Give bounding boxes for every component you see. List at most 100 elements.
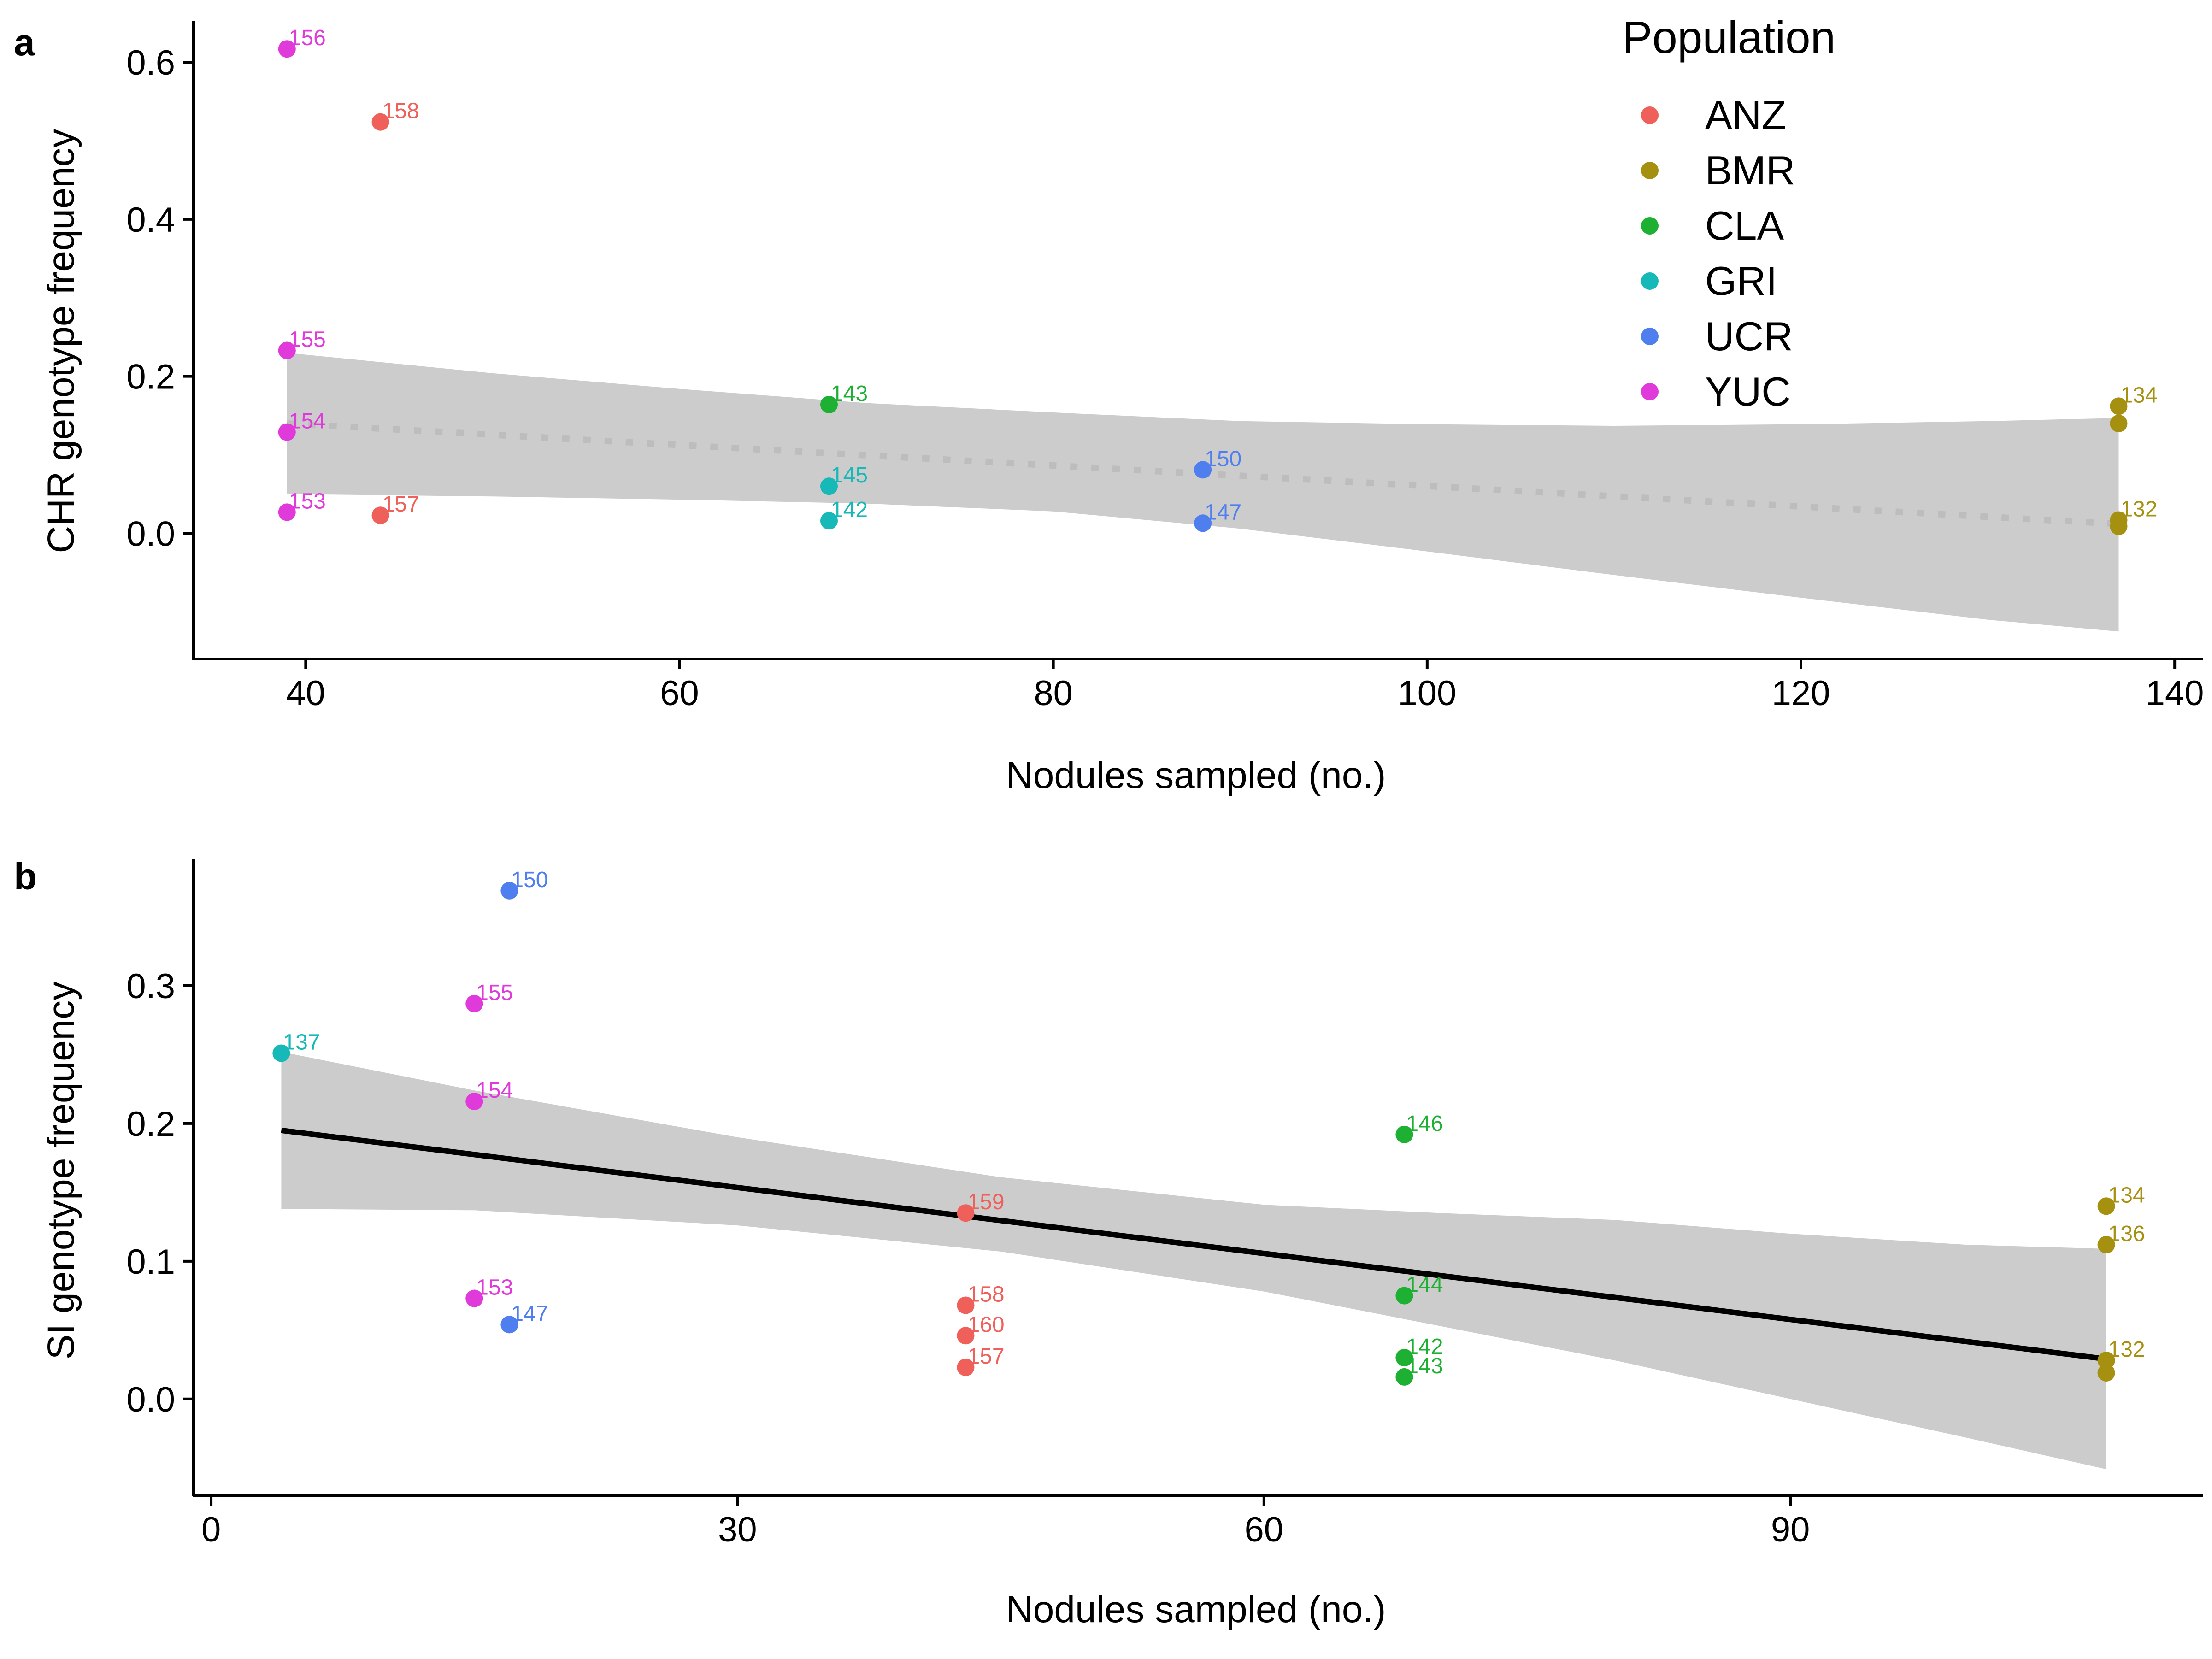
x-tick-label: 80 [1034,674,1073,713]
data-point-bmr [2110,518,2128,535]
panel-a-x-axis-title: Nodules sampled (no.) [1006,754,1386,796]
legend-entries: ANZ BMR CLA GRI UCR YUC [1641,92,1795,414]
legend-label-anz: ANZ [1705,92,1786,138]
point-label: 146 [1406,1112,1443,1136]
data-point-cla [1395,1368,1413,1386]
legend-key-ucr [1641,328,1659,345]
legend: Population ANZ BMR CLA GRI UCR YUC [1622,12,1835,414]
panel-a-axes: 40 60 80 100 120 140 0.0 0.2 0.4 0.6 [126,21,2204,713]
x-tick-label: 40 [286,674,325,713]
point-label: 160 [967,1312,1004,1337]
point-label: 145 [831,463,868,488]
legend-title: Population [1622,12,1835,63]
data-point-cla [820,396,838,413]
data-point-ucr [500,1316,518,1334]
point-label: 134 [2108,1183,2145,1207]
data-point-ucr [1194,461,1212,479]
point-label: 153 [289,489,326,513]
point-label: 159 [967,1190,1004,1214]
y-tick-label: 0.1 [126,1242,175,1282]
point-label: 143 [831,382,868,406]
data-point-bmr [2097,1197,2115,1215]
x-tick-label: 140 [2146,674,2204,713]
point-label: 155 [476,981,513,1005]
data-point-gri [820,512,838,530]
panel-a-letter: a [14,22,35,64]
data-point-yuc [278,503,296,521]
x-tick-label: 30 [718,1510,757,1549]
data-point-ucr [500,882,518,900]
data-point-yuc [465,1289,483,1307]
point-label: 132 [2108,1337,2145,1362]
legend-label-yuc: YUC [1705,369,1791,414]
panel-b-letter: b [14,856,37,898]
panel-a-ci-band-area [287,353,2119,632]
y-tick-label: 0.0 [126,1380,175,1419]
y-tick-label: 0.2 [126,358,175,397]
x-tick-label: 90 [1771,1510,1810,1549]
legend-key-gri [1641,272,1659,290]
panel-b-point-labels: 1501551371541531471591581601571461441421… [283,868,2145,1378]
point-label: 142 [831,498,868,522]
data-point-bmr [2097,1364,2115,1382]
y-tick-label: 0.4 [126,200,175,240]
panel-b-points [272,882,2115,1386]
point-label: 144 [1406,1273,1443,1297]
panel-a-points [278,40,2128,535]
point-label: 153 [476,1276,513,1300]
panel-a: a 156 158 155 154 153 157 143 145 142 150 147 134 13… [14,21,2204,796]
data-point-bmr [2097,1235,2115,1253]
point-label: 155 [289,327,326,352]
point-label: 132 [2120,497,2157,521]
point-label: 142 [1406,1335,1443,1359]
data-point-anz [957,1296,975,1314]
panel-b-y-axis-title: SI genotype frequency [40,982,82,1360]
legend-key-anz [1641,106,1659,124]
data-point-gri [272,1044,290,1062]
data-point-yuc [465,1093,483,1111]
panel-b-axes: 0 30 60 90 0.0 0.1 0.2 0.3 [126,859,2203,1549]
point-label: 147 [1205,500,1241,524]
legend-label-cla: CLA [1705,203,1784,248]
panel-b-regression-line [281,1127,2107,1362]
y-tick-label: 0.3 [126,967,175,1006]
point-label: 150 [1205,447,1241,471]
data-point-yuc [278,341,296,359]
point-label: 136 [2108,1222,2145,1246]
panel-a-ci-band [287,353,2119,632]
y-tick-label: 0.2 [126,1105,175,1144]
data-point-bmr [2110,414,2128,432]
point-label: 143 [1406,1354,1443,1378]
data-point-bmr [2097,1352,2115,1370]
point-label: 157 [967,1344,1004,1369]
panel-b-x-axis-title: Nodules sampled (no.) [1006,1588,1386,1630]
data-point-gri [820,477,838,495]
legend-label-gri: GRI [1705,258,1777,304]
x-tick-label: 100 [1398,674,1456,713]
data-point-anz [957,1327,975,1345]
x-tick-label: 120 [1772,674,1830,713]
y-tick-label: 0.0 [126,514,175,553]
data-point-cla [1395,1287,1413,1305]
data-point-cla [1395,1349,1413,1367]
point-label: 137 [283,1030,320,1054]
point-label: 154 [476,1078,513,1103]
data-point-ucr [1194,514,1212,532]
data-point-anz [371,113,389,131]
point-label: 158 [967,1282,1004,1307]
point-label: 157 [382,492,419,517]
panel-a-y-axis-title: CHR genotype frequency [40,129,82,553]
data-point-bmr [2110,397,2128,415]
x-tick-label: 0 [201,1510,221,1549]
panel-b-fit-line [281,1127,2107,1362]
point-label: 147 [511,1301,548,1326]
y-tick-label: 0.6 [126,43,175,82]
point-label: 150 [511,868,548,892]
panel-b-ci-band [281,1052,2106,1470]
data-point-anz [957,1204,975,1222]
legend-key-cla [1641,217,1659,235]
data-point-yuc [278,40,296,58]
panel-b-ci-band-area [281,1052,2106,1470]
